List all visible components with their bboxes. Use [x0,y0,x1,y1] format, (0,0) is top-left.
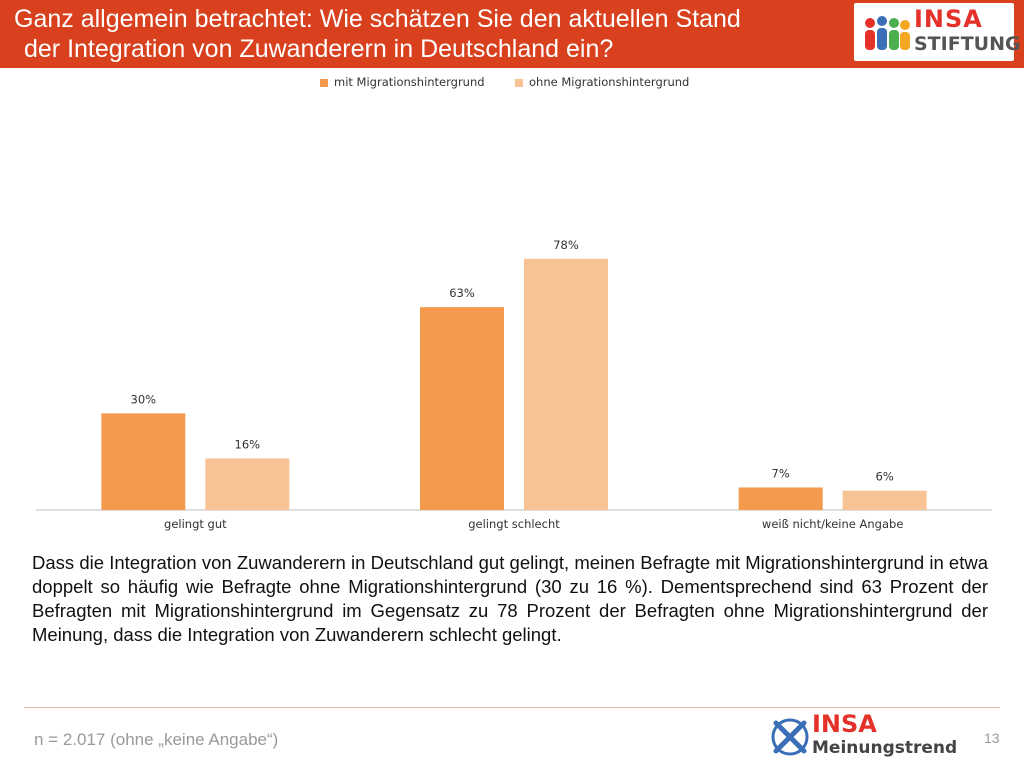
legend-swatch-series-2 [515,78,523,87]
page-number: 13 [984,730,1000,746]
data-label-2-2: 78% [553,238,579,252]
bar-1-1 [101,413,186,510]
data-label-1-2: 63% [449,286,475,300]
data-label-2-1: 16% [235,437,261,451]
sample-size-note: n = 2.017 (ohne „keine Angabe“) [34,730,279,749]
page-title-line-1: Ganz allgemein betrachtet: Wie schätzen … [14,5,741,33]
legend-label-series-2: ohne Migrationshintergrund [529,75,690,89]
chart-description: Dass die Integration von Zuwanderern in … [32,552,988,645]
bar-2-2 [524,258,608,510]
category-label-3: weiß nicht/keine Angabe [762,517,903,531]
logo-brand-text: INSA [914,5,983,33]
insa-meinungstrend-logo: INSA Meinungstrend [770,710,970,762]
legend-label-series-1: mit Migrationshintergrund [334,75,485,89]
chart-legend: mit Migrationshintergrund ohne Migration… [320,75,740,93]
globe-x-icon [771,718,809,756]
insa-stiftung-logo: INSA STIFTUNG [854,3,1021,61]
bar-2-3 [842,490,927,510]
data-label-1-3: 7% [772,466,790,480]
bar-2-1 [205,458,290,510]
bar-1-3 [738,487,823,510]
page-title-line-2: der Integration von Zuwanderern in Deuts… [24,35,614,63]
legend-item-series-1: mit Migrationshintergrund [320,75,485,89]
bottom-logo-sub-text: Meinungstrend [812,738,958,758]
data-label-1-1: 30% [131,392,157,406]
category-label-2: gelingt schlecht [468,517,560,531]
legend-item-series-2: ohne Migrationshintergrund [515,75,689,89]
title-bar: Ganz allgemein betrachtet: Wie schätzen … [0,0,1024,68]
footer-divider [24,707,1000,708]
page-title: Ganz allgemein betrachtet: Wie schätzen … [14,4,814,64]
legend-swatch-series-1 [320,78,328,87]
bar-chart: 30% 16% gelingt gut 63% 78% gelingt schlecht 7… [36,238,992,531]
data-label-2-3: 6% [876,470,894,484]
bottom-logo-brand-text: INSA [812,710,877,738]
bar-1-2 [420,307,504,510]
logo-sub-text: STIFTUNG [914,33,1021,55]
category-label-1: gelingt gut [164,517,227,531]
people-icon [865,16,910,50]
